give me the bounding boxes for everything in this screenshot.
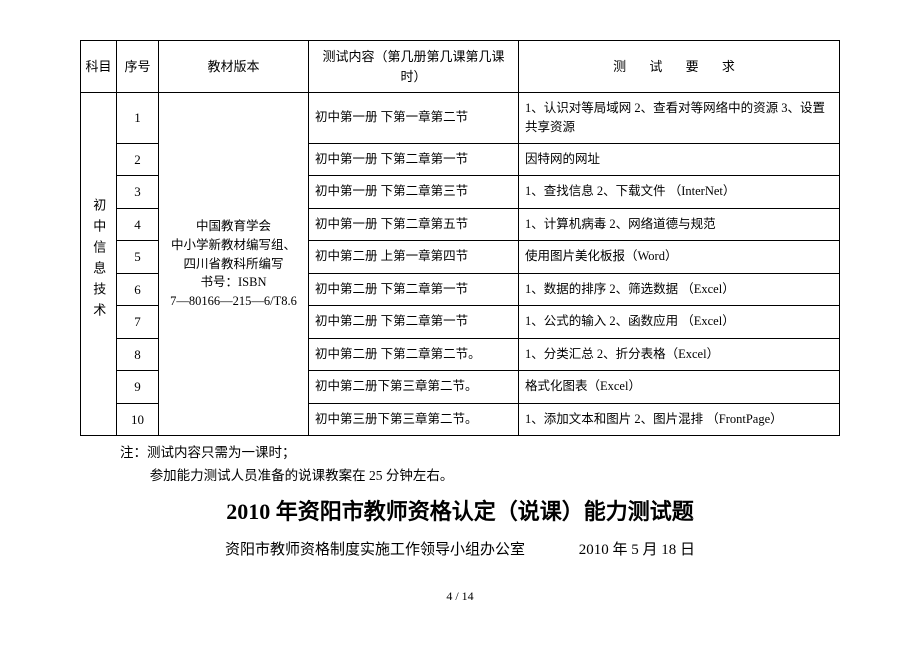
note-line-1: 注：测试内容只需为一课时；: [120, 442, 840, 465]
byline-org: 资阳市教师资格制度实施工作领导小组办公室: [225, 538, 525, 559]
header-subject: 科目: [81, 41, 117, 93]
doc-title: 2010 年资阳市教师资格认定（说课）能力测试题: [80, 494, 840, 526]
cell-content: 初中第二册 上第一章第四节: [309, 241, 519, 274]
cell-req: 使用图片美化板报（Word）: [519, 241, 840, 274]
cell-version: 中国教育学会中小学新教材编写组、四川省教科所编写书号：ISBN7—80166—2…: [159, 93, 309, 436]
cell-content: 初中第二册 下第二章第二节。: [309, 338, 519, 371]
byline-date: 2010 年 5 月 18 日: [579, 542, 695, 558]
version-line: 四川省教科所编写: [163, 255, 304, 274]
cell-seq: 10: [117, 403, 159, 436]
header-content: 测试内容（第几册第几课第几课时）: [309, 41, 519, 93]
header-version: 教材版本: [159, 41, 309, 93]
cell-req: 1、计算机病毒 2、网络道德与规范: [519, 208, 840, 241]
cell-content: 初中第一册 下第二章第五节: [309, 208, 519, 241]
version-line: 7—80166—215—6/T8.6: [163, 292, 304, 311]
cell-req: 因特网的网址: [519, 143, 840, 176]
note-line-2: 参加能力测试人员准备的说课教案在 25 分钟左右。: [150, 465, 840, 488]
header-row: 科目 序号 教材版本 测试内容（第几册第几课第几课时） 测 试 要 求: [81, 41, 840, 93]
version-line: 中国教育学会: [163, 217, 304, 236]
byline: 资阳市教师资格制度实施工作领导小组办公室 2010 年 5 月 18 日: [80, 538, 840, 559]
notes: 注：测试内容只需为一课时； 参加能力测试人员准备的说课教案在 25 分钟左右。: [120, 442, 840, 488]
cell-seq: 9: [117, 371, 159, 404]
cell-req: 1、查找信息 2、下载文件 （InterNet）: [519, 176, 840, 209]
cell-content: 初中第二册下第三章第二节。: [309, 371, 519, 404]
cell-seq: 1: [117, 93, 159, 144]
cell-seq: 5: [117, 241, 159, 274]
cell-seq: 4: [117, 208, 159, 241]
cell-req: 1、认识对等局域网 2、查看对等网络中的资源 3、设置共享资源: [519, 93, 840, 144]
cell-content: 初中第二册 下第二章第一节: [309, 306, 519, 339]
test-table: 科目 序号 教材版本 测试内容（第几册第几课第几课时） 测 试 要 求 初中信息…: [80, 40, 840, 436]
cell-content: 初中第一册 下第二章第三节: [309, 176, 519, 209]
cell-content: 初中第三册下第三章第二节。: [309, 403, 519, 436]
cell-subject: 初中信息技术: [81, 93, 117, 436]
cell-seq: 6: [117, 273, 159, 306]
cell-seq: 7: [117, 306, 159, 339]
cell-seq: 2: [117, 143, 159, 176]
cell-req: 1、添加文本和图片 2、图片混排 （FrontPage）: [519, 403, 840, 436]
header-req: 测 试 要 求: [519, 41, 840, 93]
version-line: 中小学新教材编写组、: [163, 236, 304, 255]
table-row: 初中信息技术1中国教育学会中小学新教材编写组、四川省教科所编写书号：ISBN7—…: [81, 93, 840, 144]
cell-seq: 3: [117, 176, 159, 209]
cell-content: 初中第一册 下第一章第二节: [309, 93, 519, 144]
page-number: 4 / 14: [80, 589, 840, 604]
cell-req: 1、公式的输入 2、函数应用 （Excel）: [519, 306, 840, 339]
cell-content: 初中第二册 下第二章第一节: [309, 273, 519, 306]
cell-req: 1、分类汇总 2、折分表格（Excel）: [519, 338, 840, 371]
cell-req: 格式化图表（Excel）: [519, 371, 840, 404]
cell-req: 1、数据的排序 2、筛选数据 （Excel）: [519, 273, 840, 306]
cell-content: 初中第一册 下第二章第一节: [309, 143, 519, 176]
subject-label: 初中信息技术: [89, 198, 109, 324]
cell-seq: 8: [117, 338, 159, 371]
header-seq: 序号: [117, 41, 159, 93]
version-line: 书号：ISBN: [163, 273, 304, 292]
